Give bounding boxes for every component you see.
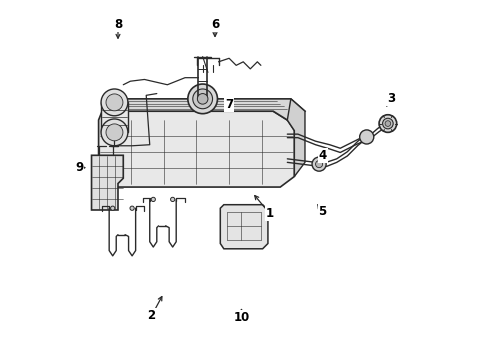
Polygon shape bbox=[98, 111, 294, 187]
Circle shape bbox=[193, 89, 213, 109]
Circle shape bbox=[111, 206, 115, 210]
Polygon shape bbox=[101, 102, 128, 132]
Text: 7: 7 bbox=[225, 98, 233, 111]
Circle shape bbox=[106, 124, 123, 141]
Circle shape bbox=[197, 94, 208, 104]
Text: 1: 1 bbox=[266, 207, 274, 220]
Circle shape bbox=[385, 121, 391, 126]
Circle shape bbox=[106, 94, 123, 111]
Circle shape bbox=[130, 206, 134, 210]
Text: 2: 2 bbox=[147, 309, 155, 322]
Polygon shape bbox=[102, 99, 305, 120]
Text: 5: 5 bbox=[318, 205, 327, 218]
Circle shape bbox=[316, 161, 322, 168]
Circle shape bbox=[171, 197, 175, 202]
Circle shape bbox=[101, 89, 128, 116]
Circle shape bbox=[101, 119, 128, 146]
Text: 8: 8 bbox=[114, 18, 122, 31]
Circle shape bbox=[188, 84, 218, 114]
Circle shape bbox=[379, 115, 397, 132]
Circle shape bbox=[360, 130, 374, 144]
Polygon shape bbox=[287, 99, 305, 176]
Text: 6: 6 bbox=[211, 18, 219, 31]
Polygon shape bbox=[220, 205, 268, 249]
Circle shape bbox=[312, 157, 326, 171]
Text: 3: 3 bbox=[388, 93, 395, 105]
Circle shape bbox=[383, 118, 393, 129]
Text: 4: 4 bbox=[318, 149, 327, 162]
Polygon shape bbox=[92, 155, 123, 210]
Text: 9: 9 bbox=[75, 161, 83, 174]
Circle shape bbox=[151, 197, 155, 202]
Text: 10: 10 bbox=[233, 311, 249, 324]
